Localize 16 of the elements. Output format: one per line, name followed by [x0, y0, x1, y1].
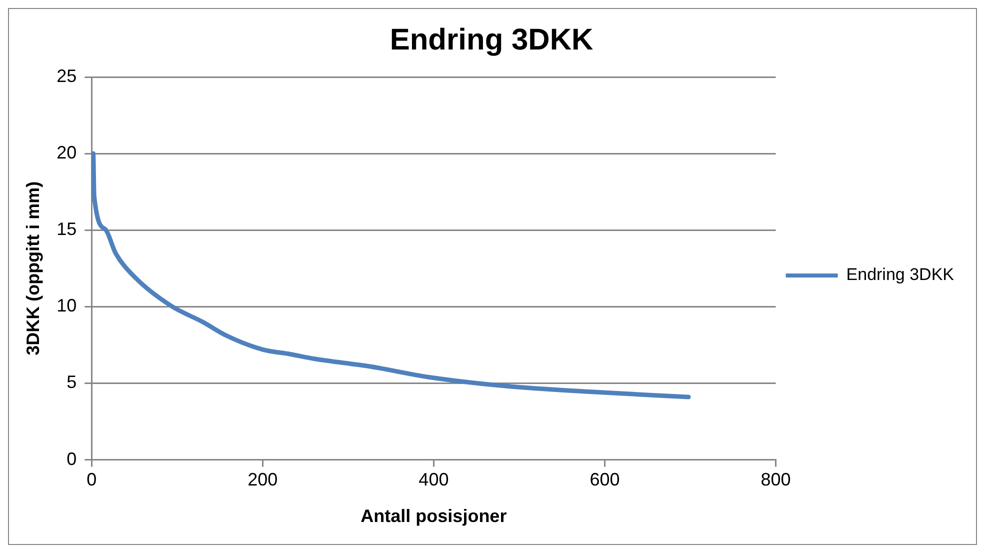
y-tick-label: 5 [66, 372, 77, 392]
legend-label: Endring 3DKK [846, 265, 955, 284]
y-axis-title: 3DKK (oppgitt i mm) [22, 181, 43, 356]
y-tick-label: 10 [56, 296, 77, 316]
chart-title: Endring 3DKK [390, 23, 594, 56]
line-series [92, 151, 691, 400]
x-tick-label: 600 [590, 470, 620, 490]
y-tick-label: 15 [56, 219, 77, 240]
y-tick-label: 20 [56, 142, 77, 163]
x-tick-label: 800 [760, 470, 791, 490]
x-tick-label: 200 [248, 470, 278, 490]
y-tick-label: 25 [56, 66, 77, 86]
y-tick-label: 0 [66, 448, 77, 469]
x-tick-label: 400 [418, 470, 449, 490]
x-axis-title: Antall posisjoner [360, 506, 507, 526]
x-tick-label: 0 [86, 470, 97, 490]
